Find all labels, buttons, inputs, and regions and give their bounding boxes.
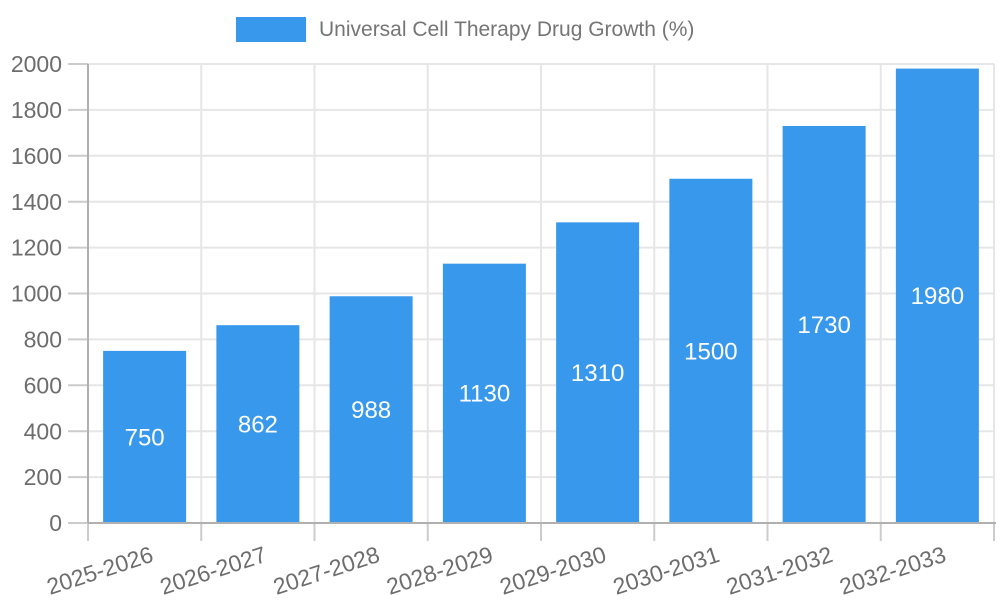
bar-value-label: 1500 bbox=[684, 338, 737, 365]
x-axis-label: 2031-2032 bbox=[723, 541, 836, 600]
x-axis-label: 2025-2026 bbox=[44, 541, 157, 600]
y-axis-label: 400 bbox=[24, 418, 62, 444]
x-axis-label: 2030-2031 bbox=[610, 541, 723, 600]
bar-value-label: 862 bbox=[238, 411, 278, 438]
x-axis-label: 2028-2029 bbox=[383, 541, 496, 600]
y-axis-label: 0 bbox=[49, 510, 62, 536]
bar-value-label: 988 bbox=[351, 397, 391, 424]
x-axis-label: 2032-2033 bbox=[836, 541, 949, 600]
x-axis-label: 2026-2027 bbox=[157, 541, 270, 600]
bar-value-label: 1130 bbox=[459, 381, 511, 408]
bar-2026-2027[interactable] bbox=[216, 325, 300, 523]
bar-2031-2032[interactable] bbox=[782, 125, 866, 523]
bar-2027-2028[interactable] bbox=[329, 296, 413, 523]
y-axis-label: 1000 bbox=[11, 281, 62, 307]
y-axis-label: 1400 bbox=[11, 189, 62, 215]
y-axis-label: 200 bbox=[24, 464, 62, 490]
bar-value-label: 1980 bbox=[911, 283, 964, 310]
legend-swatch bbox=[236, 17, 306, 42]
y-axis-label: 1800 bbox=[11, 97, 62, 123]
y-axis-label: 1600 bbox=[11, 143, 62, 169]
y-axis-label: 1200 bbox=[11, 235, 62, 261]
bar-value-label: 1310 bbox=[571, 360, 624, 387]
bar-2030-2031[interactable] bbox=[669, 178, 753, 523]
legend-item[interactable]: Universal Cell Therapy Drug Growth (%) bbox=[236, 17, 694, 42]
x-axis-label: 2027-2028 bbox=[270, 541, 383, 600]
bar-2025-2026[interactable] bbox=[103, 350, 187, 523]
y-axis-label: 800 bbox=[24, 326, 62, 352]
bar-value-label: 750 bbox=[125, 424, 165, 451]
bar-2029-2030[interactable] bbox=[556, 222, 640, 524]
bar-2028-2029[interactable] bbox=[442, 263, 526, 523]
y-axis-label: 2000 bbox=[11, 51, 62, 77]
bar-2032-2033[interactable] bbox=[895, 68, 979, 523]
x-axis-label: 2029-2030 bbox=[497, 541, 610, 600]
bar-value-label: 1730 bbox=[797, 312, 850, 339]
legend-series-label: Universal Cell Therapy Drug Growth (%) bbox=[319, 17, 695, 41]
y-axis-label: 600 bbox=[24, 372, 62, 398]
